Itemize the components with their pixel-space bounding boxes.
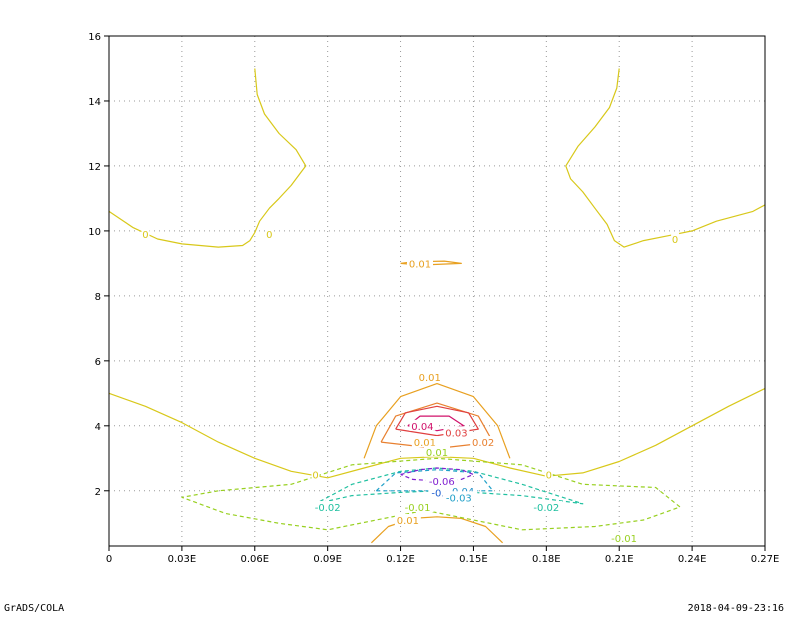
contour-label-bg (608, 531, 641, 543)
contour-line (565, 68, 766, 248)
contour-label: -0.06 (429, 477, 455, 488)
x-tick-label: 0.03E (168, 554, 197, 565)
plot-frame (108, 35, 766, 547)
contour-label: 0.01 (426, 448, 448, 459)
contour-label: 0 (546, 471, 552, 482)
contour-label-bg (424, 445, 450, 457)
contour-line (315, 467, 584, 505)
contour-line (400, 467, 474, 482)
contour-label: -0.01 (405, 503, 431, 514)
contour-label: 0 (672, 235, 678, 246)
contour-lines (108, 68, 766, 544)
contour-line (370, 516, 504, 544)
contour-label-bg (443, 426, 470, 438)
contour-label-bg (394, 514, 421, 526)
footer-timestamp: 2018-04-09-23:16 (687, 603, 784, 614)
contour-label-bg (544, 468, 553, 480)
contour-label: 0.04 (411, 422, 433, 433)
contour-label: 0.03 (445, 428, 467, 439)
footer-credit: GrADS/COLA (4, 603, 65, 614)
y-tick-label: 2 (95, 487, 101, 498)
contour-label: 0 (266, 230, 272, 241)
contour-label-bg (265, 228, 274, 240)
y-tick-label: 14 (88, 97, 101, 108)
contour-line (181, 457, 681, 531)
contour-label-bg (445, 484, 478, 496)
x-tick-label: 0.06E (240, 554, 269, 565)
x-tick-label: 0.24E (678, 554, 707, 565)
contour-label: -0.02 (533, 503, 559, 514)
contour-label: 0.01 (414, 438, 436, 449)
x-axis-ticks: 0 0.03E 0.06E 0.09E 0.12E 0.15E 0.18E 0.21E 0.24… (106, 546, 779, 565)
contour-label-bg (311, 501, 344, 513)
y-tick-label: 12 (88, 162, 101, 173)
contour-label-bg (416, 371, 443, 383)
y-tick-label: 10 (88, 227, 101, 238)
x-tick-label: 0.18E (532, 554, 561, 565)
contour-label-bg (411, 436, 438, 448)
contour-label: 0.01 (409, 259, 431, 270)
x-tick-label: 0.12E (386, 554, 415, 565)
contour-label-bg (671, 233, 680, 245)
contour-label: 0.02 (472, 438, 494, 449)
contour-line (108, 68, 307, 248)
x-tick-label: 0 (106, 554, 112, 565)
grid-lines (108, 35, 766, 546)
x-tick-label: 0.27E (751, 554, 780, 565)
x-tick-label: 0.09E (313, 554, 342, 565)
x-tick-label: 0.15E (459, 554, 488, 565)
contour-line (108, 387, 766, 479)
contour-label: 0.01 (397, 516, 419, 527)
contour-label-bg (442, 491, 475, 503)
contour-label-bg (425, 475, 458, 487)
contour-label-bg (409, 419, 436, 431)
contour-label: 0 (142, 230, 148, 241)
contour-line (363, 383, 511, 459)
y-axis-ticks: 2 4 6 8 10 12 14 16 (88, 32, 109, 498)
contour-label-bg (530, 501, 563, 513)
x-tick-label: 0.21E (605, 554, 634, 565)
contour-labels: 0 0 00 00.010.010.040.030.020.010.01-0.06-0… (141, 228, 680, 545)
contour-label: 0.01 (419, 373, 441, 384)
contour-line (395, 405, 479, 437)
y-tick-label: 8 (95, 292, 101, 303)
contour-label: -0.02 (315, 503, 341, 514)
contour-label: -0.01 (611, 534, 637, 545)
contour-label: 0 (312, 471, 318, 482)
contour-label: -0.03 (446, 493, 472, 504)
contour-label-bg (141, 228, 150, 240)
contour-label-bg (470, 436, 497, 448)
contour-label-bg (401, 501, 434, 513)
contour-label-bg (406, 257, 433, 269)
y-tick-label: 16 (88, 32, 101, 43)
y-tick-label: 4 (95, 422, 101, 433)
contour-label-bg (311, 468, 320, 480)
y-tick-label: 6 (95, 357, 101, 368)
